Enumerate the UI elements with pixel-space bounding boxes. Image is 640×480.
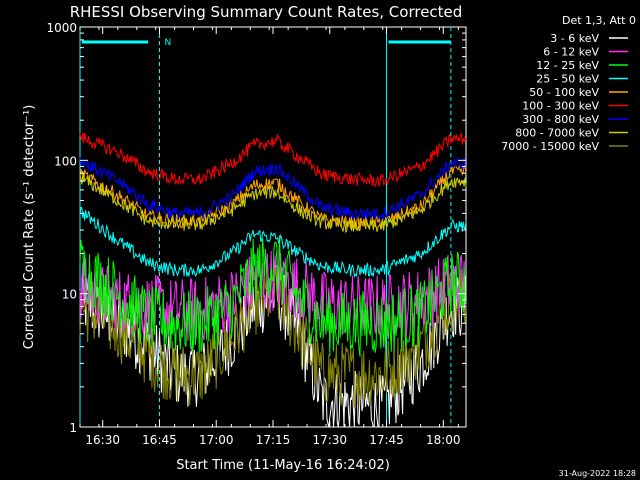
flag-label: N (164, 38, 171, 48)
series-line (79, 235, 467, 357)
legend-label: 50 - 100 keV (529, 86, 599, 99)
legend-header: Det 1,3, Att 0 (562, 14, 636, 27)
series-line (79, 157, 467, 221)
legend-label: 6 - 12 keV (543, 46, 599, 59)
y-axis-label: Corrected Count Rate (s⁻¹ detector⁻¹) (22, 105, 37, 350)
x-tick-label: 16:30 (85, 433, 120, 447)
y-tick-label: 1 (69, 421, 77, 435)
x-tick-label: 17:00 (199, 433, 234, 447)
legend-label: 3 - 6 keV (550, 32, 599, 45)
legend-label: 800 - 7000 keV (515, 127, 599, 140)
legend-label: 25 - 50 keV (536, 73, 599, 86)
x-tick-label: 17:45 (369, 433, 404, 447)
x-tick-label: 17:15 (256, 433, 291, 447)
chart-title: RHESSI Observing Summary Count Rates, Co… (70, 3, 463, 21)
y-tick-label: 10 (62, 288, 77, 302)
legend-label: 7000 - 15000 keV (501, 140, 599, 153)
series-line (79, 206, 467, 279)
x-tick-label: 18:00 (426, 433, 461, 447)
legend-label: 12 - 25 keV (536, 59, 599, 72)
x-axis-label: Start Time (11-May-16 16:24:02) (176, 458, 390, 473)
series-line (79, 164, 467, 230)
axes-layer: 16:30 16:45 17:00 17:15 17:30 17:45 18:00 1 10 10… (46, 21, 466, 447)
footer-date: 31-Aug-2022 18:28 (559, 469, 636, 478)
series-line (79, 173, 467, 234)
legend-label: 300 - 800 keV (522, 113, 599, 126)
x-tick-label: 16:45 (142, 433, 177, 447)
legend-label: 100 - 300 keV (522, 100, 599, 113)
y-tick-label: 1000 (46, 21, 77, 35)
y-tick-label: 100 (54, 154, 77, 168)
x-tick-label: 17:30 (312, 433, 347, 447)
series-line (79, 132, 467, 188)
series-layer (79, 132, 467, 428)
